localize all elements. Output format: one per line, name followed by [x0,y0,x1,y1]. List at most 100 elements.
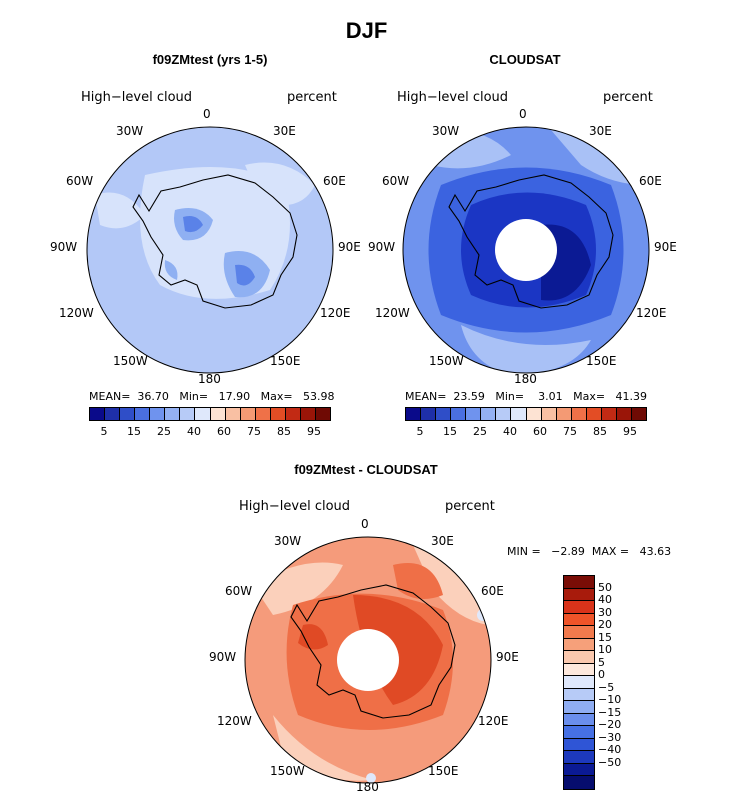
panel1-lon-label: 150E [270,354,301,368]
panel1-field-patch [164,260,178,280]
panel2-lon-label: 120E [636,306,667,320]
panel2-colorbar-ticks: 5 15 25 40 60 75 85 95 [405,425,645,439]
colorbar-swatch [315,408,330,420]
colorbar-tick-label: 40 [503,425,517,438]
panel3-variable-label: High−level cloud [239,499,351,514]
colorbar-tick-label: 15 [598,630,612,644]
panel1-variable-label: High−level cloud [81,90,193,105]
panel3-units-label: percent [445,499,495,514]
colorbar-tick-label: 30 [598,605,612,619]
panel1-field-patch [95,192,145,229]
colorbar-tick-label: 40 [598,593,612,606]
colorbar-tick-label: 85 [277,425,291,438]
panel1-lon-label: 150W [113,354,148,368]
panel2-lon-label: 90W [368,240,396,254]
panel2-variable-label: High−level cloud [397,90,509,105]
panel2-lon-label: 120W [375,306,410,320]
panel2-colorbar [405,407,647,421]
colorbar-tick-label: 5 [100,425,108,438]
colorbar-swatch [285,408,301,420]
colorbar-swatch [165,408,181,420]
colorbar-swatch [564,751,594,764]
panel1-lon-label: 60E [323,174,346,188]
panel1-colorbar-ticks: 5 15 25 40 60 75 85 95 [89,425,329,439]
panel1-units-label: percent [287,90,337,105]
colorbar-swatch [451,408,467,420]
panel1-lon-label: 180 [198,372,221,386]
colorbar-tick-label: 25 [473,425,487,438]
colorbar-swatch [564,701,594,714]
panel3-stats: MIN = −2.89 MAX = 43.63 [507,545,672,558]
colorbar-tick-label: 40 [187,425,201,438]
panel3-lon-label: 150W [270,764,305,778]
panel2-lon-label: 180 [514,372,537,386]
page-title: DJF [345,18,388,43]
colorbar-swatch [496,408,512,420]
colorbar-swatch [240,408,256,420]
panel2-lon-label: 150E [586,354,617,368]
panel1-field-patch [140,167,290,299]
colorbar-swatch [466,408,482,420]
colorbar-tick-label: 25 [157,425,171,438]
panel1-lon-label: 60W [66,174,94,188]
panel1-stats: MEAN= 36.70 Min= 17.90 Max= 53.98 [89,390,335,403]
panel3-title: f09ZMtest - CLOUDSAT [294,462,438,477]
colorbar-swatch [616,408,632,420]
panel1-lon-label: 30W [116,124,144,138]
colorbar-tick-label: 15 [443,425,457,438]
colorbar-swatch [270,408,286,420]
panel3-lon-label: 90W [209,650,237,664]
panel2-lon-label: 0 [519,107,527,121]
colorbar-swatch [564,601,594,614]
colorbar-swatch [436,408,452,420]
panel3-field-patch [353,595,443,705]
colorbar-tick-label: 75 [247,425,261,438]
panel2-field-patch [461,325,591,373]
colorbar-swatch [564,626,594,639]
colorbar-tick-label: −5 [598,680,615,694]
colorbar-swatch [210,408,226,420]
colorbar-tick-label: 75 [563,425,577,438]
panel2-missing-data-hole [495,219,557,281]
panel1-lon-label: 30E [273,124,296,138]
panel3-field-patch [366,773,376,783]
panel3-missing-data-hole [337,629,399,691]
colorbar-tick-label: 10 [598,643,612,656]
panel1-lon-label: 120E [320,306,351,320]
colorbar-swatch [564,688,594,701]
panel2-stats: MEAN= 23.59 Min= 3.01 Max= 41.39 [405,390,648,403]
colorbar-tick-label: 60 [217,425,231,438]
colorbar-swatch [225,408,241,420]
panel1-field-patch [235,264,255,286]
panel3-lon-label: 120E [478,714,509,728]
colorbar-swatch [255,408,271,420]
panel1-colorbar [89,407,331,421]
colorbar-swatch [564,651,594,664]
panel3-lon-label: 0 [361,517,369,531]
colorbar-swatch [564,663,594,676]
panel2-title: CLOUDSAT [489,52,561,67]
panel3-lon-label: 120W [217,714,252,728]
colorbar-swatch [564,676,594,689]
panel1-field-patch [183,216,203,233]
colorbar-swatch [564,738,594,751]
panel2-antarctica-coastline [448,174,614,309]
colorbar-swatch [180,408,196,420]
colorbar-tick-label: 20 [598,618,612,631]
colorbar-swatch [300,408,316,420]
colorbar-tick-label: −20 [598,718,622,731]
panel1-lon-label: 0 [203,107,211,121]
colorbar-swatch [564,638,594,651]
panel1-lon-label: 90W [50,240,78,254]
colorbar-swatch [90,408,106,420]
panel3-colorbar-ticks: 50 40 30 20 15 10 5 0 −5 −10 −15 −20 −30 −40 −50 [596,575,656,790]
colorbar-swatch [541,408,557,420]
panel1-antarctica-coastline [132,174,298,309]
colorbar-swatch [564,588,594,601]
panel3-lon-label: 60W [225,584,253,598]
colorbar-tick-label: 5 [598,655,605,669]
colorbar-swatch [135,408,151,420]
panel2-map-border [402,126,650,374]
colorbar-swatch [564,726,594,739]
colorbar-swatch [564,763,594,776]
